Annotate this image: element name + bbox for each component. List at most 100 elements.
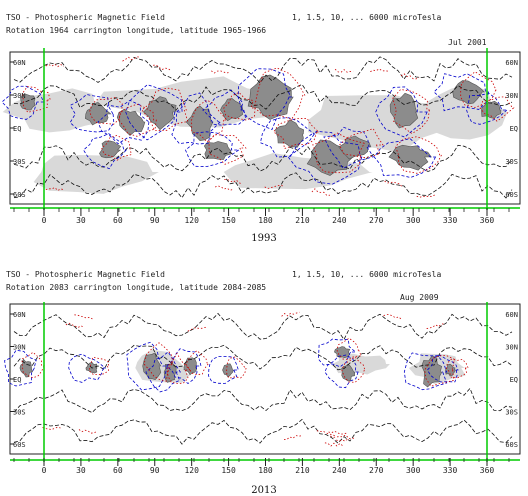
x-axis-tick-label: 120: [184, 466, 199, 475]
positive-polarity-contour: [78, 429, 98, 434]
active-region: [388, 144, 432, 171]
negative-polarity-contour: [171, 92, 222, 145]
positive-polarity-contour: [370, 68, 389, 72]
positive-polarity-contour: [328, 430, 347, 435]
x-axis-tick-label: 0: [42, 216, 47, 225]
x-axis-tick-label: 60: [113, 216, 123, 225]
positive-polarity-contour: [383, 314, 402, 320]
positive-polarity-contour: [395, 136, 443, 174]
positive-polarity-contour: [324, 442, 344, 447]
neutral-contour-line: [13, 344, 513, 371]
neutral-contour-line: [13, 56, 513, 84]
x-axis-tick-label: 90: [150, 216, 160, 225]
negative-polarity-contour: [324, 354, 359, 389]
lower-region-layer: [19, 346, 466, 388]
positive-polarity-contour: [281, 311, 300, 317]
x-axis-tick-label: 30: [76, 466, 86, 475]
active-region: [99, 140, 122, 159]
x-axis-tick-label: 300: [406, 216, 421, 225]
x-axis-tick-label: 360: [480, 216, 495, 225]
active-region: [445, 363, 457, 377]
negative-polarity-contour: [323, 126, 374, 170]
x-axis-tick-label: 90: [150, 466, 160, 475]
right-latitude-label: 30S: [505, 409, 518, 417]
positive-polarity-contour: [122, 56, 141, 62]
negative-polarity-contour: [373, 138, 437, 178]
negative-polarity-contour: [69, 94, 115, 133]
positive-polarity-contour: [101, 134, 132, 161]
active-region: [389, 92, 419, 129]
negative-polarity-contour: [466, 92, 508, 125]
right-latitude-label: 30S: [505, 158, 518, 166]
upper-left-axis-labels: 60N 30N EQ 30S 60S: [10, 59, 26, 199]
x-axis-tick-label: 210: [295, 466, 310, 475]
lower-year-label: 2013: [251, 485, 276, 496]
active-region: [452, 80, 486, 105]
positive-polarity-contour: [224, 178, 243, 185]
positive-polarity-contour: [334, 68, 354, 73]
negative-polarity-contour: [259, 117, 316, 158]
positive-polarity-contour: [141, 87, 189, 131]
positive-polarity-contour: [445, 358, 469, 379]
neutral-contour-line: [13, 387, 513, 414]
negative-polarity-contour: [403, 352, 448, 391]
left-latitude-label: 30S: [13, 158, 26, 166]
positive-polarity-contour: [311, 188, 330, 196]
neutral-contour-line: [13, 144, 513, 172]
negative-polarity-contour: [1, 85, 45, 120]
positive-polarity-contour: [273, 118, 320, 150]
positive-polarity-contour: [185, 350, 210, 376]
upper-panel: TSO - Photospheric Magnetic Field 1, 1.5…: [1, 13, 521, 244]
negative-polarity-contour: [68, 353, 107, 383]
x-axis-tick-label: 270: [369, 466, 384, 475]
right-latitude-label: 60S: [505, 441, 518, 449]
lower-header-contours: 1, 1.5, 10, ... 6000 microTesla: [292, 270, 441, 279]
right-latitude-label: EQ: [510, 376, 518, 384]
upper-contour-layer: [1, 56, 515, 199]
x-axis-tick-label: 30: [76, 216, 86, 225]
x-axis-tick-label: 330: [443, 466, 458, 475]
lower-left-axis-labels: 60N 30N EQ 30S 60S: [10, 311, 26, 449]
x-axis-tick-label: 300: [406, 466, 421, 475]
upper-header-date: Jul 2001: [448, 38, 487, 47]
lower-header-title: TSO - Photospheric Magnetic Field: [6, 270, 165, 279]
active-region: [142, 352, 162, 381]
active-region: [220, 98, 244, 122]
right-latitude-label: EQ: [510, 125, 518, 133]
x-axis-tick-label: 240: [332, 216, 347, 225]
x-axis-tick-label: 180: [258, 216, 273, 225]
x-axis-tick-label: 240: [332, 466, 347, 475]
x-axis-tick-label: 0: [42, 466, 47, 475]
negative-polarity-contour: [82, 133, 128, 170]
right-latitude-label: 60N: [505, 59, 518, 67]
negative-polarity-contour: [145, 351, 182, 393]
positive-polarity-contour: [338, 128, 384, 159]
light-field-region: [33, 155, 159, 194]
lower-right-axis-labels: 60N 30N EQ 30S 60S: [505, 311, 518, 449]
negative-polarity-contour: [426, 354, 459, 383]
positive-polarity-contour: [153, 64, 172, 72]
x-axis-tick-label: 210: [295, 216, 310, 225]
positive-polarity-contour: [336, 337, 362, 360]
negative-polarity-contour: [433, 73, 489, 112]
neutral-contour-line: [13, 172, 513, 199]
active-region: [275, 119, 305, 148]
left-latitude-label: 30S: [13, 409, 26, 417]
negative-polarity-contour: [97, 99, 150, 145]
positive-polarity-contour: [45, 63, 65, 68]
positive-polarity-contour: [22, 86, 51, 113]
x-axis-tick-label: 60: [113, 466, 123, 475]
positive-polarity-contour: [223, 91, 256, 121]
positive-polarity-contour: [211, 70, 230, 74]
left-latitude-label: 60S: [13, 191, 26, 199]
x-axis-tick-label: 150: [221, 216, 236, 225]
right-latitude-label: 60S: [505, 191, 518, 199]
upper-header-title: TSO - Photospheric Magnetic Field: [6, 13, 165, 22]
neutral-contour-line: [13, 418, 513, 445]
x-axis-tick-label: 330: [443, 216, 458, 225]
x-axis-tick-label: 120: [184, 216, 199, 225]
x-axis-tick-label: 180: [258, 466, 273, 475]
positive-polarity-contour: [214, 185, 234, 191]
upper-region-layer: [2, 74, 508, 194]
upper-header-contours: 1, 1.5, 10, ... 6000 microTesla: [292, 13, 441, 22]
